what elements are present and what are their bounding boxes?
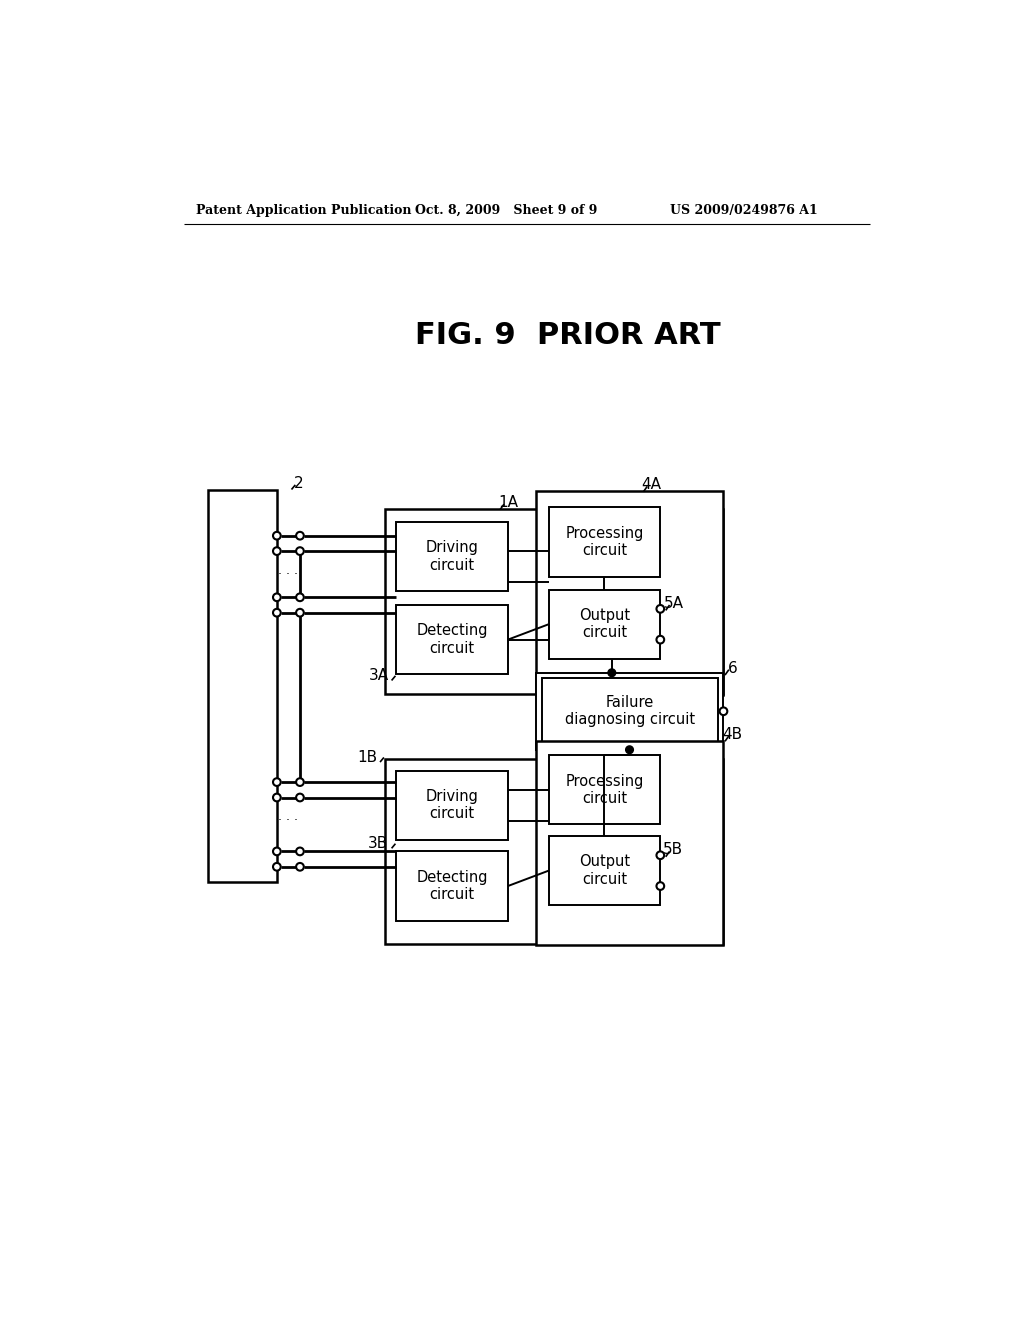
Circle shape	[296, 609, 304, 616]
Bar	[396, 605, 508, 675]
Bar	[537, 741, 724, 945]
Text: 5B: 5B	[664, 842, 683, 858]
Circle shape	[656, 851, 665, 859]
Text: Detecting
circuit: Detecting circuit	[417, 623, 487, 656]
Circle shape	[296, 532, 304, 540]
Circle shape	[296, 779, 304, 785]
Circle shape	[273, 779, 281, 785]
Bar	[208, 490, 276, 882]
Text: Driving
circuit: Driving circuit	[426, 789, 478, 821]
Text: 4A: 4A	[641, 478, 662, 492]
Circle shape	[608, 669, 615, 677]
Bar	[396, 521, 508, 591]
Circle shape	[656, 636, 665, 644]
Circle shape	[273, 863, 281, 871]
Circle shape	[656, 882, 665, 890]
Bar	[385, 759, 724, 944]
Circle shape	[273, 609, 281, 616]
Circle shape	[656, 605, 665, 612]
Circle shape	[626, 746, 634, 754]
Bar	[542, 678, 718, 744]
Circle shape	[720, 708, 727, 715]
Text: Processing
circuit: Processing circuit	[565, 525, 644, 558]
Circle shape	[273, 793, 281, 801]
Text: Driving
circuit: Driving circuit	[426, 540, 478, 573]
Circle shape	[296, 847, 304, 855]
Bar	[549, 590, 660, 659]
Text: Oct. 8, 2009   Sheet 9 of 9: Oct. 8, 2009 Sheet 9 of 9	[416, 205, 598, 218]
Text: 6: 6	[728, 660, 737, 676]
Circle shape	[296, 594, 304, 601]
Text: US 2009/0249876 A1: US 2009/0249876 A1	[670, 205, 817, 218]
Bar	[537, 491, 724, 696]
Bar	[549, 836, 660, 906]
Circle shape	[273, 847, 281, 855]
Text: 1B: 1B	[356, 750, 377, 766]
Text: Output
circuit: Output circuit	[579, 854, 630, 887]
Text: 3B: 3B	[369, 836, 388, 851]
Text: · · ·: · · ·	[279, 814, 298, 828]
Text: Patent Application Publication: Patent Application Publication	[196, 205, 412, 218]
Circle shape	[273, 548, 281, 554]
Text: · · ·: · · ·	[279, 568, 298, 581]
Text: 2: 2	[294, 475, 303, 491]
Bar	[537, 673, 724, 750]
Circle shape	[296, 548, 304, 554]
Bar	[396, 771, 508, 840]
Text: Output
circuit: Output circuit	[579, 609, 630, 640]
Text: 4B: 4B	[723, 727, 742, 742]
Bar	[396, 851, 508, 921]
Circle shape	[296, 863, 304, 871]
Bar	[549, 755, 660, 825]
Text: 1A: 1A	[498, 495, 518, 510]
Circle shape	[296, 793, 304, 801]
Bar	[549, 507, 660, 577]
Circle shape	[273, 532, 281, 540]
Text: Processing
circuit: Processing circuit	[565, 774, 644, 807]
Text: 3A: 3A	[369, 668, 388, 684]
Bar	[385, 508, 724, 693]
Circle shape	[273, 594, 281, 601]
Text: 5A: 5A	[664, 595, 683, 611]
Text: Failure
diagnosing circuit: Failure diagnosing circuit	[565, 696, 695, 727]
Text: Detecting
circuit: Detecting circuit	[417, 870, 487, 903]
Text: FIG. 9  PRIOR ART: FIG. 9 PRIOR ART	[416, 321, 721, 350]
